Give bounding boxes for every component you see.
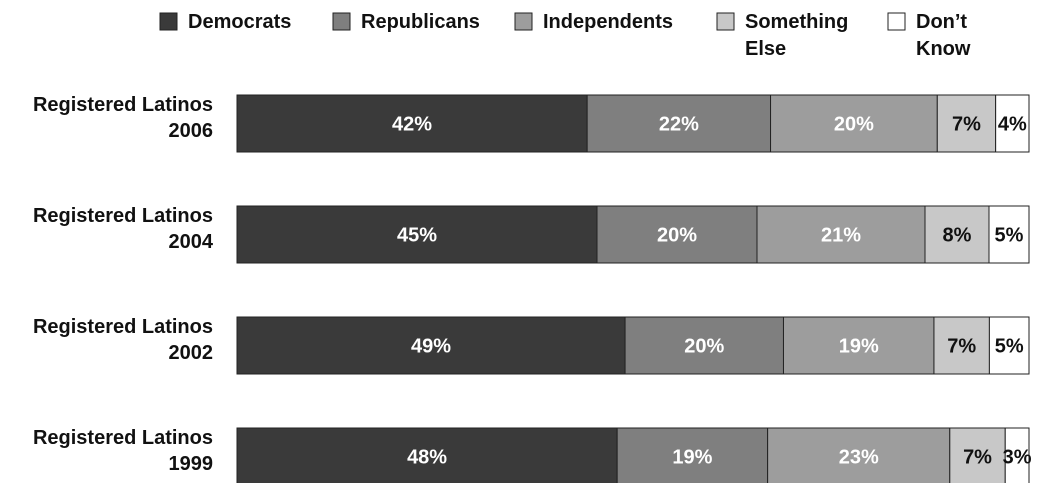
bar-segment-democrats [236,205,598,264]
data-label-something-else: 8% [943,225,972,247]
legend-swatch [332,12,351,31]
bar-row-registered-latinos-2004: 45% 20% 21% 8% 5% [236,205,1030,264]
bar-segment-republicans [586,94,772,153]
data-label-independents: 19% [839,336,879,358]
category-label-registered-latinos-2004: Registered Latinos 2004 [33,205,214,253]
data-label-republicans: 20% [684,336,724,358]
bar-segment-independents [782,316,935,375]
legend-item-republicans: Republicans [332,11,480,33]
data-label-democrats: 42% [392,114,432,136]
data-label-republicans: 19% [672,447,712,469]
legend-swatch [887,12,906,31]
chart-legend: Democrats Republicans Independents Somethin… [159,11,971,60]
data-label-don-t-know: 3% [1003,447,1032,469]
data-label-don-t-know: 5% [995,336,1024,358]
data-label-democrats: 45% [397,225,437,247]
legend-label: Don’t [916,11,967,33]
legend-item-don-t-know: Don’t Know [887,11,971,60]
category-label-registered-latinos-2006: Registered Latinos 2006 [33,94,213,142]
category-label-line: Registered Latinos [33,427,213,449]
legend-swatch [514,12,533,31]
bar-segment-something-else [924,205,990,264]
bar-segment-republicans [624,316,784,375]
category-label-line: Registered Latinos [33,94,213,116]
data-label-republicans: 20% [657,225,697,247]
bar-segment-independents [756,205,926,264]
legend-label: Democrats [188,11,291,33]
data-label-democrats: 48% [407,447,447,469]
bar-segment-something-else [933,316,990,375]
legend-swatch [159,12,178,31]
bar-segment-independents [770,94,938,153]
legend-swatch [716,12,735,31]
data-label-don-t-know: 5% [995,225,1024,247]
legend-item-something-else: Something Else [716,11,848,60]
legend-item-democrats: Democrats [159,11,291,33]
legend-item-independents: Independents [514,11,673,33]
legend-label: Else [745,38,786,60]
category-label-line: 1999 [169,453,214,475]
bar-segment-independents [767,427,951,483]
bar-segment-something-else [949,427,1006,483]
category-label-line: 2002 [169,342,214,364]
data-label-republicans: 22% [659,114,699,136]
bar-segment-republicans [596,205,758,264]
legend-label: Republicans [361,11,480,33]
data-label-democrats: 49% [411,336,451,358]
category-label-line: Registered Latinos [33,205,213,227]
data-label-something-else: 7% [952,114,981,136]
category-label-line: Registered Latinos [33,316,213,338]
bar-segment-don-t-know [1004,427,1030,483]
legend-label: Independents [543,11,673,33]
data-label-independents: 23% [839,447,879,469]
category-label-line: 2006 [169,120,214,142]
bar-row-registered-latinos-2002: 49% 20% 19% 7% 5% [236,316,1030,375]
data-label-something-else: 7% [947,336,976,358]
data-label-independents: 20% [834,114,874,136]
category-label-line: 2004 [169,231,214,253]
bar-segment-democrats [236,94,588,153]
bar-segment-don-t-know [988,205,1030,264]
legend-label: Know [916,38,971,60]
bar-segment-don-t-know [995,94,1030,153]
bar-rows: 42% 22% 20% 7% 4%45% 20% 21% 8% 5%49% 20% 19% 7% 5%4… [236,94,1032,483]
category-label-registered-latinos-1999: Registered Latinos 1999 [33,427,213,475]
data-label-independents: 21% [821,225,861,247]
bar-segment-democrats [236,427,618,483]
bar-row-registered-latinos-2006: 42% 22% 20% 7% 4% [236,94,1030,153]
data-label-something-else: 7% [963,447,992,469]
category-label-registered-latinos-2002: Registered Latinos 2002 [33,316,213,364]
data-label-don-t-know: 4% [998,114,1027,136]
bar-segment-don-t-know [988,316,1030,375]
legend-label: Something [745,11,848,33]
bar-row-registered-latinos-1999: 48% 19% 23% 7% 3% [236,427,1032,483]
